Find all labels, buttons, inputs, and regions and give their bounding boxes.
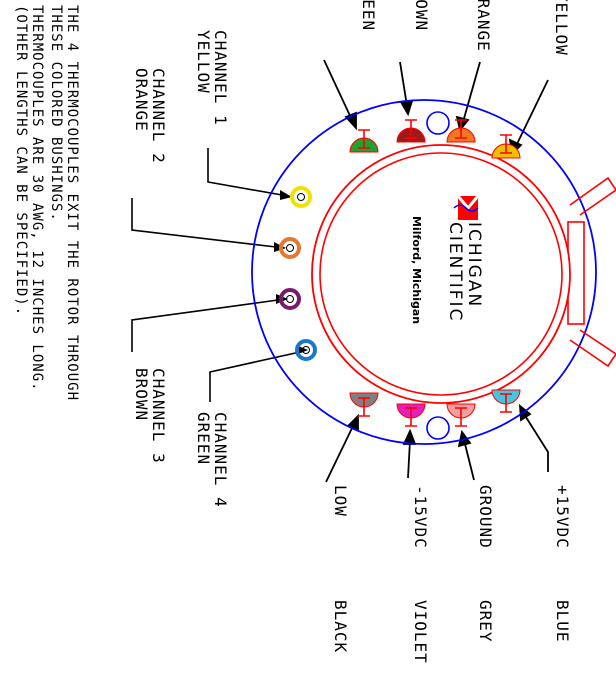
channel-4-color: GREEN [194,412,213,465]
top-post-1 [358,129,370,149]
channel-leaders [131,148,301,402]
power-wire-plus15-color: BLUE [553,600,572,643]
bottom-post-4 [500,393,512,413]
top-wire-green-arrow [323,59,353,121]
bottom-post-2 [405,407,417,427]
note-line-3: THERMOCOUPLES ARE 30 AWG, 12 INCHES LONG… [29,5,45,392]
bottom-bushings [349,389,521,427]
channel-4-bushing [295,339,317,361]
channel-1-color: YELLOW [194,30,213,94]
channel-1-bushing [290,186,312,208]
top-wire-green-label: GREEN [359,0,378,31]
top-post-3 [455,119,467,139]
power-wire-low-arrow [325,423,355,483]
power-wire-minus15-arrow [407,439,411,479]
power-wire-minus15-arrowhead [402,428,417,445]
channel-leader-arrows [274,190,308,355]
note-line-4: (OTHER LENGTHS CAN BE SPECIFIED). [13,5,29,316]
top-wire-orange-label: ORANGE [474,0,493,52]
channel-3-label: CHANNEL 3 BROWN [132,368,168,464]
rotor-outer-edge [311,144,571,404]
channel-labels: CHANNEL 1 YELLOW CHANNEL 2 ORANGE CHANNE… [132,30,230,508]
logo-line-2: CIENTIFIC [445,222,465,322]
top-wire-yellow-arrow [515,79,549,147]
power-wire-plus15-label: +15VDC [553,485,572,549]
logo-city: Milford, Michigan [410,216,423,324]
channel-2-label: CHANNEL 2 ORANGE [132,68,168,164]
power-wire-ground-arrow [463,439,475,481]
power-wire-low-color: BLACK [331,600,350,653]
bottom-post-3 [455,407,467,427]
power-wire-arrows [325,404,549,483]
channel-2-name: CHANNEL 2 [149,68,168,164]
channel-3-color: BROWN [132,368,151,421]
top-wire-labels: GREEN BROWN ORANGE YELLOW [359,0,571,56]
top-bushings [349,119,521,159]
power-wire-plus15-arrowhead [518,404,532,422]
rotor-inner-edge [319,152,563,396]
channel-3-bushing [279,288,301,310]
bottom-post-1 [358,397,370,417]
top-wire-orange-arrow [462,61,481,123]
channel-2-bushing [279,237,301,259]
channel-4-label: CHANNEL 4 GREEN [194,412,230,508]
top-post-2 [405,119,417,139]
connector-bracket [567,176,616,368]
channel-3-name: CHANNEL 3 [149,368,168,464]
power-wire-plus15-arrow [523,413,549,472]
top-post-4 [500,134,512,154]
power-wire-labels: +15VDC BLUE GROUND GREY -15VDC VIOLET LO… [331,485,572,664]
channel-3-leader [131,299,279,352]
bracket-top-arm [569,176,616,216]
top-wire-brown-arrowhead [399,99,414,117]
power-wire-minus15-color: VIOLET [411,600,430,664]
channel-2-leader [131,198,277,248]
channel-1-arrowhead [280,190,292,200]
power-wire-low-label: LOW [331,485,350,517]
channel-1-name: CHANNEL 1 [211,30,230,126]
power-wire-ground-color: GREY [476,600,495,643]
logo-line-1: ICHIGAN [464,222,484,308]
mounting-hole-bottom [426,416,450,440]
channel-4-leader [209,351,301,402]
power-wire-ground-label: GROUND [476,485,495,549]
outer-ring [251,99,597,445]
company-logo: ICHIGAN CIENTIFIC Milford, Michigan [410,195,484,324]
channel-4-name: CHANNEL 4 [211,412,230,508]
top-wire-brown-label: BROWN [412,0,431,31]
logo-mark [453,195,480,220]
channel-1-leader [207,148,283,196]
channel-1-label: CHANNEL 1 YELLOW [194,30,230,126]
bracket-bottom-arm [569,329,616,368]
note-line-2: THESE COLORED BUSHINGS. [48,5,64,222]
mounting-hole-top [426,111,450,135]
top-wire-yellow-label: YELLOW [552,0,571,56]
top-wire-brown-arrow [399,61,408,107]
note-line-1: THE 4 THERMOCOUPLES EXIT THE ROTOR THROU… [64,5,80,401]
note-block: THE 4 THERMOCOUPLES EXIT THE ROTOR THROU… [13,5,80,401]
power-wire-minus15-label: -15VDC [411,485,430,549]
channel-2-color: ORANGE [132,68,151,132]
channel-bushings [279,186,317,361]
